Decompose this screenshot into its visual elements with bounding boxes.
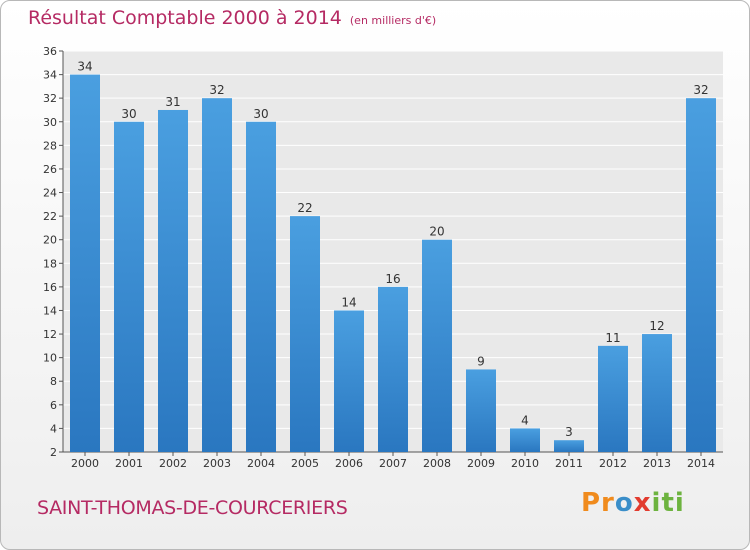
bar <box>598 345 628 452</box>
bar <box>510 428 540 452</box>
logo-part-3: x <box>633 488 652 518</box>
bar-value-label: 14 <box>341 295 356 309</box>
bar-value-label: 22 <box>297 201 312 215</box>
chart-title: Résultat Comptable 2000 à 2014 (en millie… <box>28 7 436 29</box>
bar <box>334 310 364 452</box>
bar-value-label: 16 <box>385 272 400 286</box>
bar <box>202 98 232 453</box>
y-tick-label: 18 <box>43 257 57 270</box>
bar <box>686 98 716 453</box>
y-tick-label: 20 <box>43 234 57 247</box>
bar <box>554 440 584 452</box>
town-name: SAINT-THOMAS-DE-COURCERIERS <box>37 497 348 519</box>
x-tick-label: 2011 <box>555 457 583 470</box>
bar <box>158 109 188 453</box>
bar-value-label: 30 <box>121 107 136 121</box>
bar-value-label: 30 <box>253 107 268 121</box>
x-tick-label: 2008 <box>423 457 451 470</box>
proxiti-logo: Proxiti <box>581 488 685 518</box>
y-tick-label: 14 <box>43 304 57 317</box>
bar-value-label: 3 <box>565 425 573 439</box>
y-tick-label: 28 <box>43 139 57 152</box>
y-tick-label: 32 <box>43 92 57 105</box>
x-tick-label: 2010 <box>511 457 539 470</box>
bar-value-label: 34 <box>77 60 92 74</box>
bar <box>466 369 496 452</box>
x-tick-label: 2006 <box>335 457 363 470</box>
x-tick-label: 2009 <box>467 457 495 470</box>
x-tick-label: 2003 <box>203 457 231 470</box>
bar <box>290 216 320 452</box>
logo-part-2: o <box>614 488 634 518</box>
x-tick-label: 2000 <box>71 457 99 470</box>
x-tick-label: 2004 <box>247 457 275 470</box>
logo-part-4: iti <box>651 488 685 518</box>
y-tick-label: 24 <box>43 187 57 200</box>
bar-value-label: 32 <box>693 83 708 97</box>
bar-value-label: 4 <box>521 413 529 427</box>
y-tick-label: 10 <box>43 352 57 365</box>
bar <box>642 334 672 452</box>
bar-value-label: 20 <box>429 225 444 239</box>
y-tick-label: 36 <box>43 45 57 58</box>
bar-value-label: 9 <box>477 354 485 368</box>
x-tick-label: 2014 <box>687 457 715 470</box>
x-tick-label: 2012 <box>599 457 627 470</box>
x-tick-label: 2005 <box>291 457 319 470</box>
chart-subtitle: (en milliers d'€) <box>349 14 437 27</box>
chart-title-text: Résultat Comptable 2000 à 2014 <box>28 7 342 29</box>
y-tick-label: 16 <box>43 281 57 294</box>
y-tick-label: 22 <box>43 210 57 223</box>
y-tick-label: 30 <box>43 116 57 129</box>
y-tick-label: 34 <box>43 69 57 82</box>
bar <box>114 121 144 452</box>
x-tick-label: 2013 <box>643 457 671 470</box>
bar <box>246 121 276 452</box>
x-tick-label: 2007 <box>379 457 407 470</box>
y-tick-label: 4 <box>50 422 57 435</box>
bar <box>422 239 452 452</box>
bar-value-label: 12 <box>649 319 664 333</box>
bar <box>378 286 408 452</box>
y-tick-label: 6 <box>50 399 57 412</box>
x-tick-label: 2001 <box>115 457 143 470</box>
y-tick-label: 12 <box>43 328 57 341</box>
y-tick-label: 8 <box>50 375 57 388</box>
logo-part-1: Pr <box>581 488 615 518</box>
bar-value-label: 32 <box>209 83 224 97</box>
bar-value-label: 31 <box>165 95 180 109</box>
bar <box>70 74 100 453</box>
y-tick-label: 2 <box>50 446 57 459</box>
bar-value-label: 11 <box>605 331 620 345</box>
y-tick-label: 26 <box>43 163 57 176</box>
x-tick-label: 2002 <box>159 457 187 470</box>
